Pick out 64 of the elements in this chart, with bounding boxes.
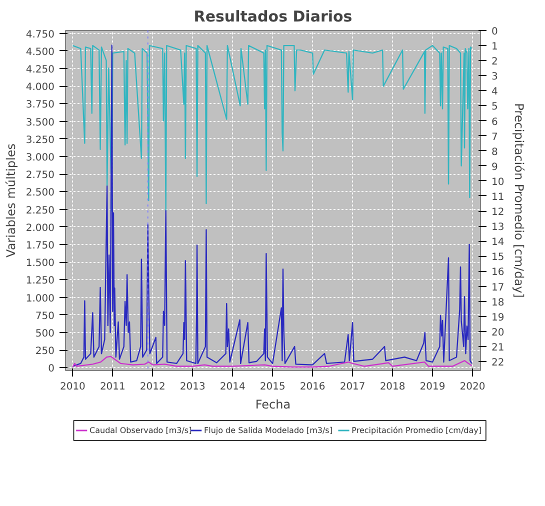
y-tick-label: 750 bbox=[35, 310, 55, 322]
x-axis-title: Fecha bbox=[255, 398, 291, 412]
y-tick-label: 4.000 bbox=[26, 82, 55, 94]
y2-tick-label: 9 bbox=[492, 162, 498, 173]
line-series bbox=[72, 356, 472, 368]
y-tick-label: 0 bbox=[48, 364, 55, 375]
y2-tick-label: 13 bbox=[492, 222, 504, 234]
x-tick-label: 2010 bbox=[60, 382, 86, 392]
y-tick-label: 2.000 bbox=[26, 222, 55, 234]
x-tick-label: 2016 bbox=[300, 382, 326, 392]
chart-title: Resultados Diarios bbox=[194, 8, 352, 26]
x-tick-label: 2020 bbox=[460, 382, 486, 392]
y-tick-label: 1.750 bbox=[26, 240, 55, 252]
y-tick-label: 1.500 bbox=[26, 258, 55, 270]
y2-tick-label: 21 bbox=[492, 342, 504, 354]
y-tick-label: 4.250 bbox=[26, 64, 55, 76]
y2-tick-label: 18 bbox=[492, 297, 504, 308]
y2-tick-label: 15 bbox=[492, 252, 504, 264]
x-tick-label: 2019 bbox=[420, 382, 446, 392]
y-tick-label: 3.500 bbox=[26, 117, 55, 128]
x-tick-label: 2014 bbox=[220, 382, 246, 392]
y2-tick-label: 8 bbox=[492, 146, 498, 158]
x-tick-label: 2012 bbox=[140, 382, 166, 392]
y-tick-label: 3.750 bbox=[26, 100, 55, 111]
y2-tick-label: 2 bbox=[492, 56, 498, 68]
legend-label: Caudal Observado [m3/s] bbox=[90, 426, 192, 435]
y-tick-label: 3.000 bbox=[26, 152, 55, 164]
y2-tick-label: 6 bbox=[492, 116, 498, 128]
y2-tick-label: 19 bbox=[492, 312, 504, 324]
legend-label: Precipitación Promedio [cm/day] bbox=[352, 426, 482, 435]
y-tick-label: 4.500 bbox=[26, 46, 55, 58]
y2-tick-label: 5 bbox=[492, 102, 498, 113]
y-tick-label: 4.750 bbox=[26, 29, 55, 40]
y-tick-label: 250 bbox=[35, 346, 55, 358]
y-tick-label: 1.000 bbox=[26, 293, 55, 304]
y2-tick-label: 4 bbox=[492, 86, 498, 98]
y2-tick-label: 22 bbox=[492, 357, 504, 368]
y-tick-label: 2.250 bbox=[26, 205, 55, 216]
y-tick-label: 3.250 bbox=[26, 134, 55, 146]
y2-tick-label: 10 bbox=[492, 176, 504, 188]
y2-tick-label: 20 bbox=[492, 327, 504, 338]
x-tick-label: 2013 bbox=[180, 382, 206, 392]
y2-tick-label: 14 bbox=[492, 237, 504, 248]
y2-tick-label: 7 bbox=[492, 132, 498, 143]
legend-label: Flujo de Salida Modelado [m3/s] bbox=[204, 426, 332, 435]
y2-tick-label: 17 bbox=[492, 282, 504, 294]
y2-tick-label: 0 bbox=[492, 26, 498, 38]
y-tick-label: 2.500 bbox=[26, 188, 55, 199]
y2-tick-label: 11 bbox=[492, 192, 504, 203]
y2-axis-title: Precipitación Promedio [cm/day] bbox=[512, 103, 526, 298]
y-tick-label: 1.250 bbox=[26, 276, 55, 287]
y2-tick-label: 16 bbox=[492, 267, 504, 278]
x-tick-label: 2011 bbox=[100, 382, 126, 392]
y-tick-label: 2.750 bbox=[26, 170, 55, 182]
x-tick-label: 2017 bbox=[340, 382, 366, 392]
line-series bbox=[72, 44, 472, 212]
y-tick-label: 500 bbox=[35, 328, 55, 340]
x-tick-label: 2015 bbox=[260, 382, 286, 392]
y2-tick-label: 3 bbox=[492, 72, 498, 83]
x-tick-label: 2018 bbox=[380, 382, 406, 392]
y-axis-title: Variables múltiples bbox=[4, 144, 18, 258]
line-series bbox=[72, 44, 472, 367]
y2-tick-label: 12 bbox=[492, 207, 504, 218]
y2-tick-label: 1 bbox=[492, 42, 498, 53]
